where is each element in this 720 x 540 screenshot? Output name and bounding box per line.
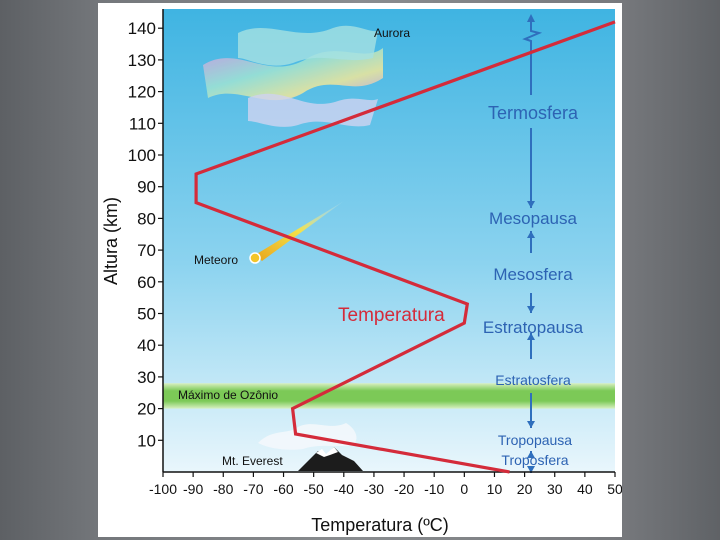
y-tick-label: 70 [137,241,156,260]
x-tick-label: -70 [243,481,263,497]
y-tick-label: 100 [128,146,156,165]
arrow-head [527,451,535,458]
temperature-series-label: Temperatura [338,305,445,326]
arrow-head [527,14,535,22]
everest-label: Mt. Everest [222,454,283,468]
y-tick-label: 50 [137,305,156,324]
aurora-label: Aurora [374,26,410,40]
x-tick-label: -40 [334,481,354,497]
arrow-head [527,306,535,313]
x-tick-label: 0 [460,481,468,497]
x-tick-label: -100 [149,481,177,497]
y-axis: 10 20 30 40 50 60 70 80 90 100 110 120 130 140 [128,19,163,450]
y-tick-label: 110 [129,114,156,133]
x-tick-label: -60 [273,481,293,497]
x-tick-label: -80 [213,481,233,497]
ozone-band [163,383,615,409]
arrow-head [527,466,535,473]
y-tick-label: 80 [137,209,156,228]
temperature-line [194,20,616,474]
y-tick-label: 20 [137,400,156,419]
meteor-illustration [249,201,344,264]
layer-label-troposfera: Troposfera [501,452,568,468]
x-tick-label: 30 [547,481,563,497]
ozone-label: Máximo de Ozônio [178,388,278,402]
arrow-head [527,333,535,340]
arrow-head [527,231,535,238]
thermosphere-marker [522,17,543,95]
y-tick-label: 130 [128,51,156,70]
x-tick-label: -10 [424,481,444,497]
x-tick-label: -90 [183,481,203,497]
layer-label-mesopausa: Mesopausa [489,209,577,228]
x-tick-label: 40 [577,481,593,497]
x-tick-label: 20 [517,481,533,497]
y-axis-title: Altura (km) [101,197,121,285]
x-tick-label: -30 [364,481,384,497]
layer-label-tropopausa: Tropopausa [498,432,572,448]
x-axis: -100 -90 -80 -70 -60 -50 -40 -30 -20 -10 0 10 20 30 40… [149,472,622,497]
x-tick-label: 50 [607,481,622,497]
x-axis-title: Temperatura (ºC) [311,515,449,535]
arrow-head [527,421,535,428]
y-tick-label: 30 [137,368,156,387]
layer-label-mesosfera: Mesosfera [493,265,573,284]
y-tick-label: 120 [128,83,156,102]
x-tick-label: 10 [487,481,503,497]
y-tick-label: 90 [137,178,156,197]
layer-label-estratopausa: Estratopausa [483,318,584,337]
meteor-label: Meteoro [194,253,238,267]
slide-panel: 10 20 30 40 50 60 70 80 90 100 110 120 130 140 -100 -9… [98,3,622,537]
y-tick-label: 140 [128,19,156,38]
layer-label-termosfera: Termosfera [488,103,579,123]
x-tick-label: -50 [304,481,324,497]
y-tick-label: 60 [137,273,156,292]
y-tick-label: 40 [137,336,156,355]
x-tick-label: -20 [394,481,414,497]
layer-arrows [522,14,543,473]
y-tick-label: 10 [137,431,156,450]
arrow-head [527,201,535,208]
layer-label-estratosfera: Estratosfera [495,372,571,388]
